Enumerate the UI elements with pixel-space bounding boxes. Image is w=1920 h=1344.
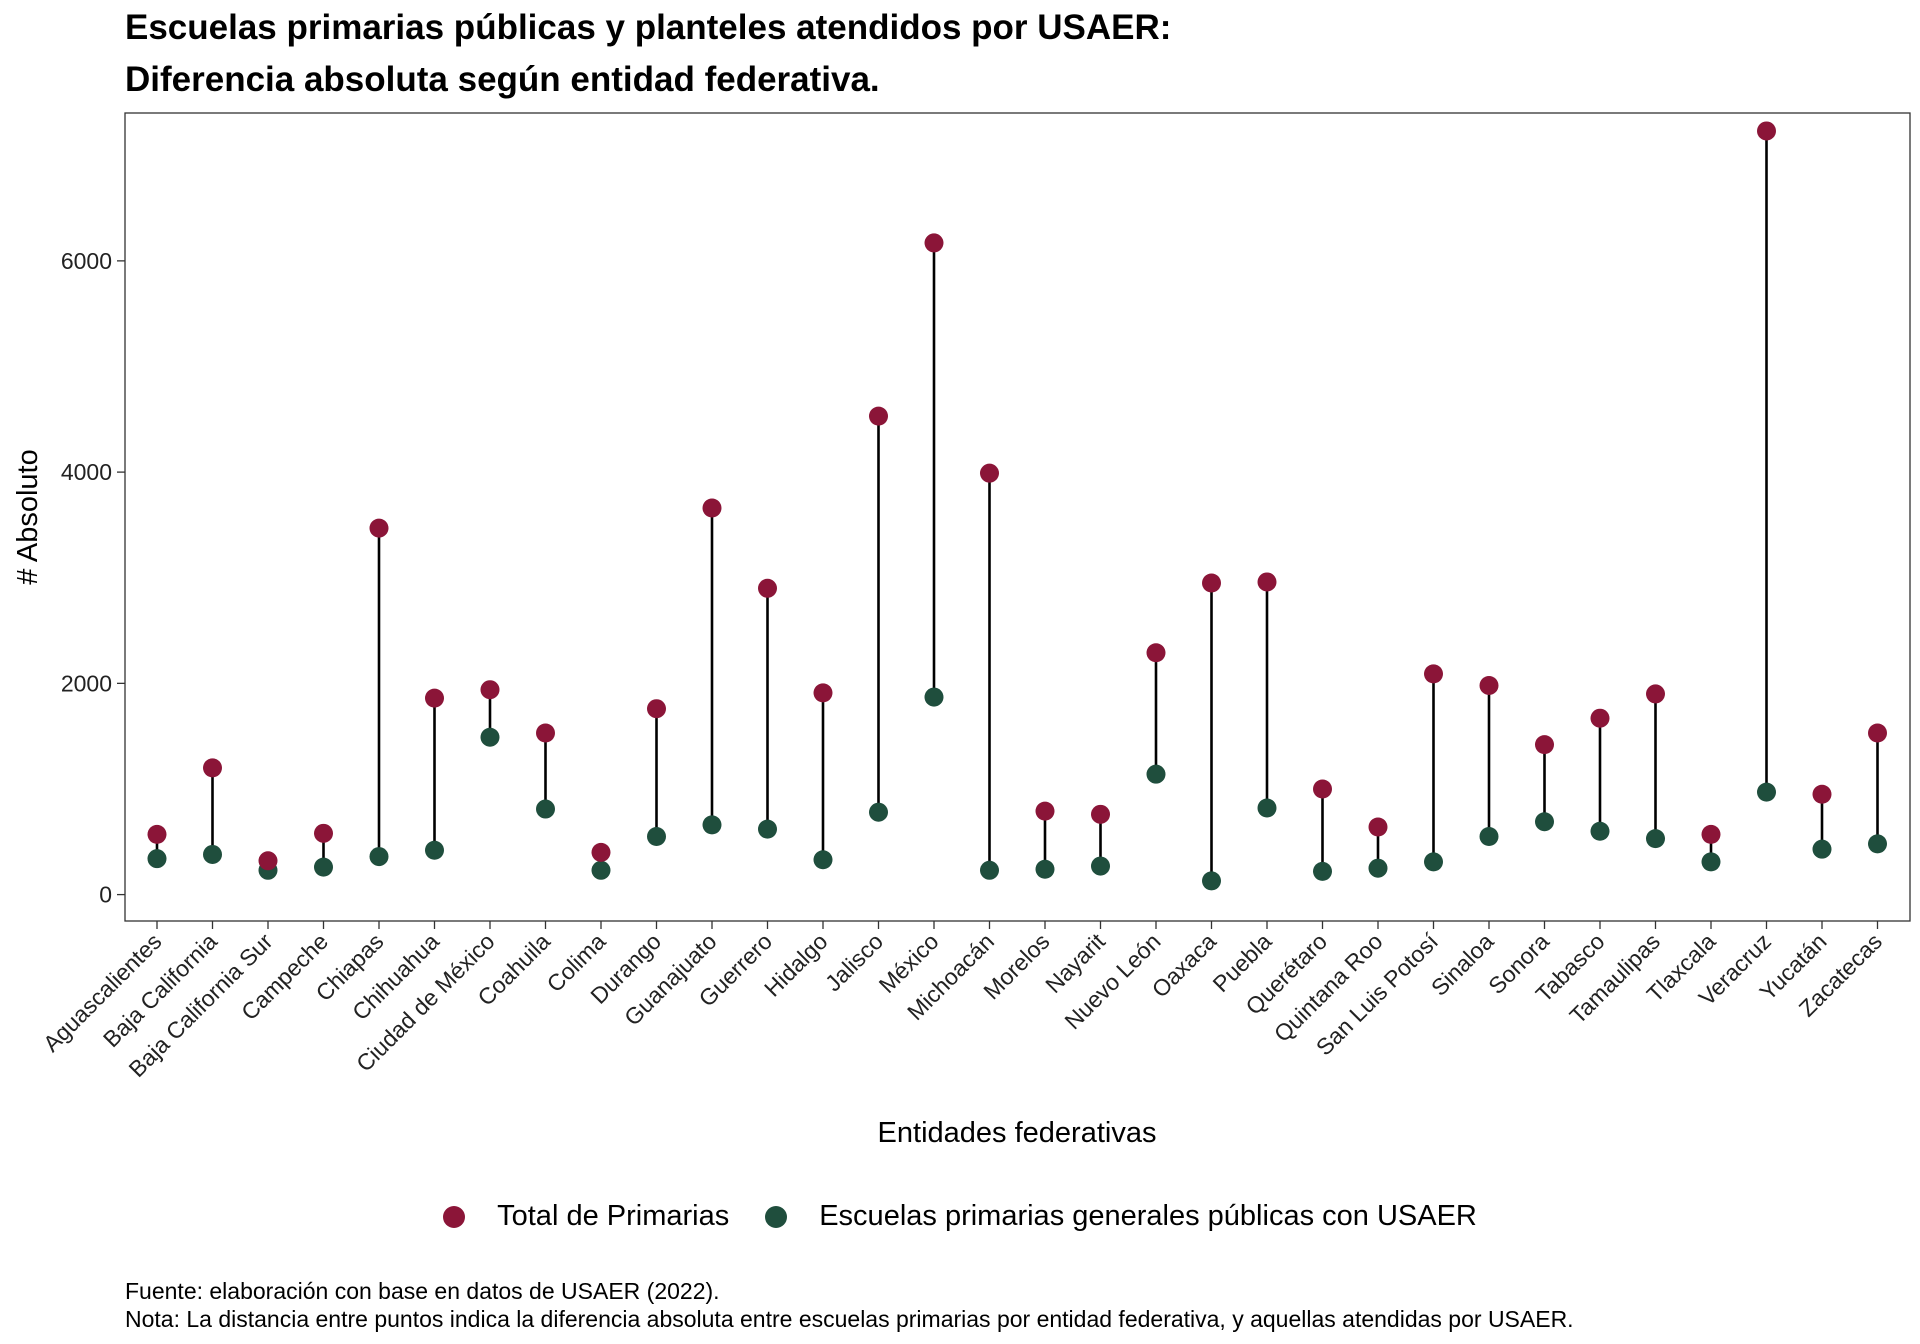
- point-usaer-sonora: [1535, 812, 1554, 832]
- point-total-tabasco: [1590, 708, 1610, 728]
- legend-dot-usaer: [765, 1205, 788, 1228]
- x-tick-label-jalisco: Jalisco: [820, 928, 888, 996]
- y-axis-label: # Absoluto: [12, 449, 44, 584]
- point-total-chiapas: [369, 518, 389, 538]
- point-usaer-quintana-roo: [1368, 858, 1388, 878]
- caption-source: Fuente: elaboración con base en datos de…: [125, 1278, 720, 1304]
- point-total-chihuahua: [425, 688, 444, 708]
- point-total-sinaloa: [1479, 675, 1499, 695]
- point-total-nuevo-leon: [1146, 643, 1166, 663]
- point-usaer-chiapas: [369, 847, 389, 867]
- point-total-michoacan: [980, 463, 999, 483]
- point-usaer-zacatecas: [1868, 834, 1887, 854]
- point-total-san-luis-potosi: [1424, 664, 1443, 684]
- point-usaer-aguascalientes: [147, 849, 167, 869]
- point-usaer-durango: [647, 827, 666, 847]
- point-usaer-colima: [591, 860, 611, 880]
- point-usaer-nayarit: [1091, 856, 1110, 876]
- legend-item-usaer: Escuelas primarias generales públicas co…: [765, 1200, 1477, 1233]
- point-total-aguascalientes: [147, 824, 167, 844]
- point-usaer-sinaloa: [1479, 827, 1499, 847]
- point-total-guerrero: [758, 578, 777, 598]
- point-total-guanajuato: [702, 498, 722, 518]
- point-usaer-oaxaca: [1202, 871, 1221, 891]
- point-total-queretaro: [1313, 779, 1332, 799]
- point-usaer-morelos: [1035, 859, 1055, 879]
- point-usaer-queretaro: [1313, 861, 1332, 881]
- point-total-tlaxcala: [1701, 824, 1721, 844]
- point-usaer-mexico: [924, 687, 944, 707]
- point-total-puebla: [1257, 572, 1277, 592]
- point-total-mexico: [924, 233, 944, 253]
- point-total-campeche: [314, 823, 333, 843]
- point-usaer-campeche: [314, 857, 333, 877]
- point-usaer-yucatan: [1812, 839, 1832, 859]
- point-usaer-nuevo-leon: [1146, 764, 1166, 784]
- point-usaer-michoacan: [980, 860, 999, 880]
- caption-note: Nota: La distancia entre puntos indica l…: [125, 1306, 1574, 1332]
- point-total-ciudad-de-mexico: [480, 680, 500, 700]
- point-total-coahuila: [536, 723, 555, 743]
- point-usaer-jalisco: [869, 802, 888, 822]
- point-total-baja-california: [203, 758, 222, 778]
- point-usaer-ciudad-de-mexico: [480, 727, 500, 747]
- point-usaer-san-luis-potosi: [1424, 852, 1443, 872]
- point-total-zacatecas: [1868, 723, 1887, 743]
- point-usaer-tabasco: [1590, 821, 1610, 841]
- point-total-tamaulipas: [1646, 684, 1665, 704]
- point-total-quintana-roo: [1368, 817, 1388, 837]
- point-usaer-veracruz: [1757, 782, 1776, 802]
- y-tick-label-4000: 4000: [61, 459, 112, 485]
- chart-title-line2: Diferencia absoluta según entidad federa…: [125, 60, 880, 99]
- point-total-morelos: [1035, 801, 1055, 821]
- point-total-oaxaca: [1202, 573, 1221, 593]
- legend-label-total: Total de Primarias: [497, 1200, 730, 1232]
- point-total-veracruz: [1757, 121, 1776, 141]
- plot-panel: [124, 112, 1911, 922]
- x-tick-label-sinaloa: Sinaloa: [1426, 928, 1499, 1001]
- y-tick-label-6000: 6000: [61, 248, 112, 274]
- y-tick-label-0: 0: [99, 882, 112, 908]
- point-usaer-puebla: [1257, 798, 1277, 818]
- legend-item-total: Total de Primarias: [443, 1200, 729, 1233]
- legend: Total de Primarias Escuelas primarias ge…: [0, 1200, 1920, 1233]
- point-total-nayarit: [1091, 804, 1110, 824]
- point-total-yucatan: [1812, 784, 1832, 804]
- point-usaer-baja-california: [203, 844, 222, 864]
- point-usaer-tamaulipas: [1646, 829, 1665, 849]
- point-total-durango: [647, 699, 666, 719]
- x-tick-label-hidalgo: Hidalgo: [759, 928, 833, 1002]
- point-total-colima: [591, 842, 611, 862]
- point-usaer-tlaxcala: [1701, 852, 1721, 872]
- x-axis-label: Entidades federativas: [878, 1117, 1157, 1149]
- point-usaer-guerrero: [758, 819, 777, 839]
- point-total-jalisco: [869, 406, 888, 426]
- y-tick-label-2000: 2000: [61, 670, 112, 696]
- chart-title-line1: Escuelas primarias públicas y planteles …: [125, 8, 1172, 47]
- point-usaer-guanajuato: [702, 815, 722, 835]
- legend-dot-total: [443, 1205, 466, 1228]
- point-total-baja-california-sur: [258, 851, 278, 871]
- point-total-sonora: [1535, 735, 1554, 755]
- point-usaer-hidalgo: [813, 850, 833, 870]
- point-total-hidalgo: [813, 683, 833, 703]
- point-usaer-chihuahua: [425, 840, 444, 860]
- legend-label-usaer: Escuelas primarias generales públicas co…: [819, 1200, 1477, 1232]
- point-usaer-coahuila: [536, 799, 555, 819]
